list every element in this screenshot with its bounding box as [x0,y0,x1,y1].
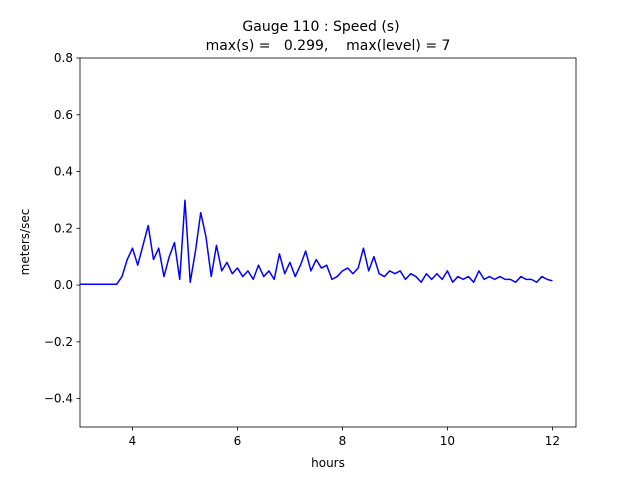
plot-frame [79,57,577,428]
x-tick-label: 10 [440,434,455,448]
y-tick-label: 0.4 [54,165,73,179]
y-tick-label: 0.8 [54,51,73,65]
y-tick-label: −0.4 [44,392,73,406]
y-tick-label: 0.6 [54,108,73,122]
y-tick-label: 0.2 [54,221,73,235]
x-tick-label: 8 [339,434,347,448]
x-tick-label: 4 [129,434,137,448]
data-line [80,199,553,285]
chart-title: Gauge 110 : Speed (s) [242,19,399,35]
y-tick-label: 0.0 [54,278,73,292]
x-axis-label: hours [311,456,345,470]
x-tick-label: 6 [234,434,242,448]
y-tick-label: −0.2 [44,335,73,349]
chart-subtitle: max(s) = 0.299, max(level) = 7 [206,38,451,54]
x-tick-label: 12 [545,434,560,448]
y-axis-label: meters/sec [18,209,32,276]
